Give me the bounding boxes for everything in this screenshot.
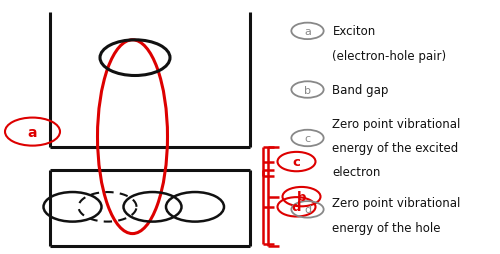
Text: energy of the excited: energy of the excited [332, 142, 459, 154]
Text: d: d [292, 201, 302, 213]
Text: b: b [297, 190, 306, 203]
Text: c: c [292, 155, 300, 168]
Text: Zero point vibrational: Zero point vibrational [332, 118, 461, 131]
Text: electron: electron [332, 165, 381, 178]
Text: a: a [28, 125, 37, 139]
Text: c: c [304, 133, 310, 144]
Text: a: a [304, 27, 311, 37]
Text: d: d [304, 204, 311, 215]
Text: b: b [304, 85, 311, 95]
Text: energy of the hole: energy of the hole [332, 221, 441, 234]
Text: Band gap: Band gap [332, 84, 389, 97]
Text: (electron-hole pair): (electron-hole pair) [332, 50, 446, 62]
Text: Exciton: Exciton [332, 25, 376, 38]
Text: Zero point vibrational: Zero point vibrational [332, 197, 461, 210]
